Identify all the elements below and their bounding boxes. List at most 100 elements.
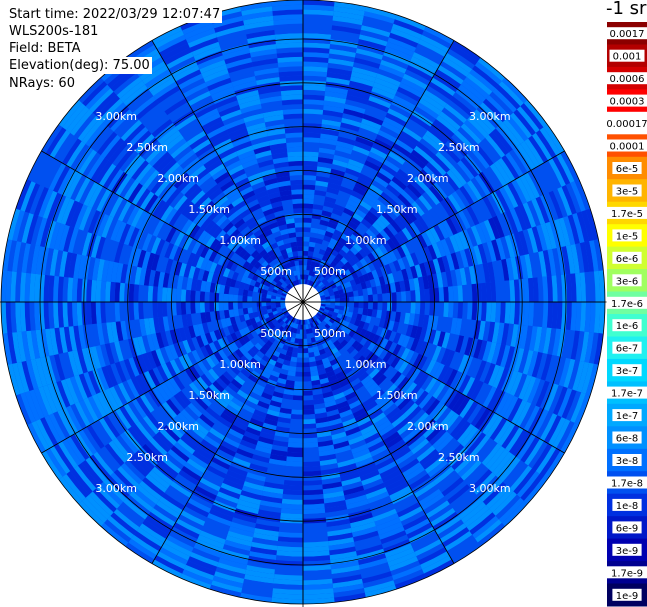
data-cell xyxy=(457,210,471,230)
data-cell xyxy=(130,207,144,228)
data-cell xyxy=(482,481,507,506)
data-cell xyxy=(303,184,316,190)
data-cell xyxy=(460,426,479,448)
data-cell xyxy=(253,229,264,238)
data-cell xyxy=(334,317,342,323)
data-cell xyxy=(159,158,177,176)
data-cell xyxy=(252,140,270,150)
data-cell xyxy=(244,20,274,30)
data-cell xyxy=(330,383,342,392)
data-cell xyxy=(371,286,378,295)
data-cell xyxy=(367,302,374,310)
data-cell xyxy=(353,57,381,69)
data-cell xyxy=(303,99,325,106)
data-cell xyxy=(501,155,520,180)
data-cell xyxy=(243,481,264,491)
data-cell xyxy=(379,229,391,242)
data-cell xyxy=(418,488,442,507)
data-cell xyxy=(228,302,234,310)
data-cell xyxy=(288,365,297,372)
data-cell xyxy=(565,302,572,331)
data-cell xyxy=(114,361,127,383)
data-cell xyxy=(237,411,252,423)
data-cell xyxy=(286,222,296,229)
data-cell xyxy=(424,210,438,227)
range-ring-label: 1.00km xyxy=(345,358,387,371)
data-cell xyxy=(303,75,327,82)
data-cell xyxy=(400,78,426,94)
data-cell xyxy=(273,23,303,30)
data-cell xyxy=(217,338,226,349)
data-cell xyxy=(49,445,71,474)
data-cell xyxy=(266,294,272,299)
data-cell xyxy=(560,151,579,182)
data-cell xyxy=(531,352,543,378)
range-ring-label: 500m xyxy=(260,265,292,278)
data-cell xyxy=(402,514,428,531)
data-cell xyxy=(131,398,147,419)
data-cell xyxy=(356,204,370,215)
data-cell xyxy=(218,199,232,212)
data-cell xyxy=(303,179,316,186)
data-cell xyxy=(454,453,475,474)
data-cell xyxy=(488,448,510,473)
data-cell xyxy=(138,284,144,302)
data-cell xyxy=(264,119,285,127)
colorbar-label-bg xyxy=(612,409,642,422)
data-cell xyxy=(371,269,379,279)
data-cell xyxy=(203,155,221,169)
data-cell xyxy=(323,395,335,403)
data-cell xyxy=(356,43,385,56)
data-cell xyxy=(113,469,136,492)
data-cell xyxy=(191,547,220,563)
data-cell xyxy=(423,89,448,108)
data-cell xyxy=(266,467,286,476)
data-cell xyxy=(459,249,469,268)
data-cell xyxy=(216,100,239,113)
data-cell xyxy=(230,252,239,263)
data-cell xyxy=(173,342,183,358)
data-cell xyxy=(282,317,288,323)
data-cell xyxy=(228,286,235,295)
colorbar-label-bg xyxy=(612,184,642,197)
data-cell xyxy=(396,291,402,302)
data-cell xyxy=(381,469,402,483)
colorbar-tick-label: 1e-8 xyxy=(616,501,639,512)
data-cell xyxy=(485,282,492,302)
data-cell xyxy=(206,431,223,445)
data-cell xyxy=(278,531,303,538)
data-cell xyxy=(325,296,331,300)
data-cell xyxy=(96,95,120,119)
data-cell xyxy=(135,163,153,183)
data-cell xyxy=(383,50,411,66)
data-cell xyxy=(178,73,204,90)
colorbar-tick-label: 1e-7 xyxy=(616,411,639,422)
data-cell xyxy=(499,302,506,324)
data-cell xyxy=(386,238,397,251)
data-cell xyxy=(495,344,506,367)
data-cell xyxy=(290,418,303,425)
data-cell xyxy=(429,226,441,243)
data-cell xyxy=(381,211,394,224)
data-cell xyxy=(257,86,281,95)
data-cell xyxy=(513,232,525,256)
data-cell xyxy=(451,393,467,413)
data-cell xyxy=(303,414,316,420)
data-cell xyxy=(107,515,134,539)
data-cell xyxy=(258,504,282,513)
data-cell xyxy=(119,150,139,172)
data-cell xyxy=(367,252,376,263)
data-cell xyxy=(124,459,146,481)
data-cell xyxy=(327,326,334,333)
data-cell xyxy=(341,476,362,487)
data-cell xyxy=(421,30,452,49)
data-cell xyxy=(468,319,477,339)
data-cell xyxy=(504,280,511,302)
data-cell xyxy=(219,359,230,372)
data-cell xyxy=(74,401,91,427)
data-cell xyxy=(139,267,147,286)
data-cell xyxy=(248,312,255,320)
data-cell xyxy=(204,220,216,233)
data-cell xyxy=(89,88,114,113)
data-cell xyxy=(482,262,491,283)
